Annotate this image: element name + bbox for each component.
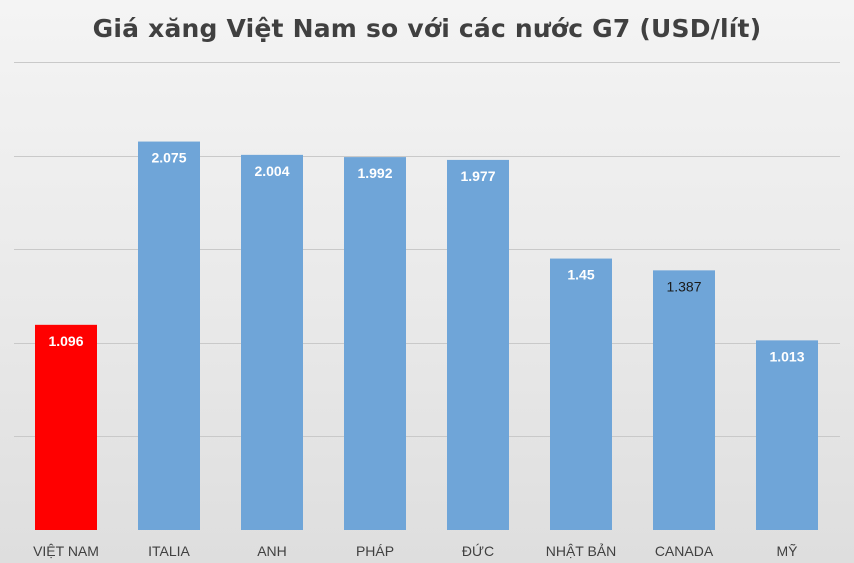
bar-data-label: 1.45 (567, 267, 594, 283)
x-axis-tick-labels: VIỆT NAM ITALIA ANH PHÁP ĐỨC NHẬT BẢN CANADA MỸ (33, 543, 798, 559)
x-tick-label: VIỆT NAM (33, 543, 99, 559)
bar (35, 324, 97, 530)
x-tick-label: CANADA (655, 543, 714, 559)
bar (653, 270, 715, 530)
bar-data-label: 1.096 (48, 333, 83, 349)
x-tick-label: PHÁP (356, 543, 394, 559)
x-tick-label: MỸ (777, 543, 799, 559)
x-tick-label: NHẬT BẢN (546, 543, 617, 559)
x-tick-label: ANH (257, 543, 287, 559)
bar-data-label: 1.992 (357, 165, 392, 181)
bar-data-label: 1.387 (666, 278, 701, 294)
bar-data-label: 1.977 (460, 168, 495, 184)
bar-data-label: 2.075 (151, 150, 186, 166)
x-tick-label: ITALIA (148, 543, 190, 559)
chart-title: Giá xăng Việt Nam so với các nước G7 (US… (92, 14, 762, 43)
bar (344, 157, 406, 530)
bar-data-label: 1.013 (769, 348, 804, 364)
bar-data-label: 2.004 (254, 163, 289, 179)
bar (756, 340, 818, 530)
x-tick-label: ĐỨC (462, 543, 494, 559)
bar (447, 159, 509, 531)
data-labels: 1.096 2.075 2.004 1.992 1.977 1.45 1.387 1.013 (48, 150, 804, 365)
gridlines (14, 62, 840, 437)
bar (241, 154, 303, 530)
bar (138, 141, 200, 530)
bars (35, 141, 818, 531)
bar (550, 258, 612, 530)
